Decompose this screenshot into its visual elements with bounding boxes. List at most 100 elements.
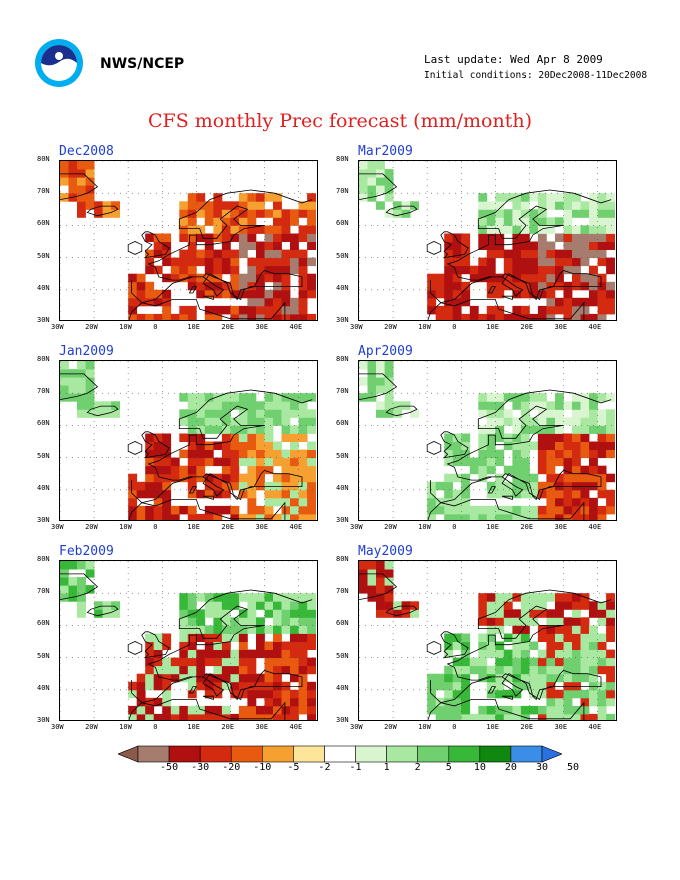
precip-cell — [444, 513, 454, 520]
precip-cell — [444, 281, 454, 291]
precip-cell — [367, 561, 377, 570]
colorbar-tick-label: 2 — [414, 762, 421, 773]
precip-cell — [495, 673, 505, 683]
agency-name: NWS/NCEP — [100, 56, 185, 72]
precip-cell — [290, 481, 299, 491]
precip-cell — [153, 513, 163, 520]
precip-cell — [486, 417, 496, 426]
precip-cell — [153, 465, 163, 475]
precip-cell — [256, 193, 265, 202]
precip-cell — [367, 161, 377, 170]
precip-cell — [606, 265, 615, 275]
precip-cell — [187, 673, 197, 683]
precip-cell — [520, 289, 530, 299]
precip-cell — [179, 505, 189, 515]
precip-cell — [520, 601, 530, 610]
precip-cell — [136, 481, 146, 491]
precip-cell — [179, 713, 189, 720]
precip-cell — [572, 633, 581, 642]
precip-cell — [606, 305, 615, 315]
precip-cell — [512, 289, 522, 299]
precip-cell — [503, 705, 513, 715]
precip-cell — [461, 713, 471, 720]
longitude-label: 30W — [51, 723, 64, 731]
precip-cell — [230, 473, 240, 483]
precip-cell — [162, 641, 172, 650]
precip-cell — [273, 713, 282, 720]
precip-cell — [136, 313, 146, 320]
precip-cell — [486, 705, 496, 715]
precip-cell — [529, 609, 539, 618]
precip-cell — [563, 449, 573, 459]
precip-cell — [307, 241, 316, 250]
precip-cell — [179, 225, 189, 234]
precip-cell — [486, 441, 496, 450]
precip-cell — [179, 673, 189, 683]
precip-cell — [537, 393, 547, 402]
precip-cell — [290, 497, 299, 507]
precip-cell — [230, 313, 240, 320]
precip-cell — [238, 425, 248, 434]
precip-cell — [298, 257, 308, 267]
precip-cell — [606, 697, 615, 707]
precip-cell — [486, 241, 496, 250]
precip-cell — [213, 289, 223, 299]
precip-cell — [307, 465, 316, 475]
coastline — [487, 286, 496, 294]
precip-cell — [512, 465, 522, 475]
precip-cell — [520, 641, 530, 650]
precip-cell — [230, 601, 240, 610]
precip-cell — [128, 281, 138, 291]
precip-cell — [495, 417, 505, 426]
precip-cell — [555, 193, 564, 202]
precip-cell — [204, 249, 214, 259]
precip-cell — [196, 225, 206, 234]
precip-cell — [298, 513, 308, 520]
precip-cell — [264, 481, 274, 491]
precip-cell — [213, 457, 223, 467]
precip-cell — [529, 681, 539, 691]
precip-cell — [264, 249, 274, 259]
colorbar-swatch — [137, 745, 170, 763]
precip-cell — [60, 361, 69, 370]
precip-cell — [393, 609, 402, 618]
precip-cell — [153, 241, 163, 250]
coastline — [127, 241, 143, 255]
precip-cell — [563, 217, 573, 226]
precip-cell — [401, 601, 411, 610]
precip-cell — [486, 249, 496, 259]
precip-cell — [529, 481, 539, 491]
precip-cell — [520, 505, 530, 515]
precip-cell — [546, 497, 556, 507]
coastline — [60, 173, 99, 200]
precip-cell — [478, 257, 488, 267]
precip-cell — [478, 449, 488, 459]
precip-cell — [572, 449, 581, 459]
precip-cell — [486, 265, 496, 275]
precip-cell — [298, 425, 308, 434]
precip-cell — [281, 625, 291, 634]
precip-cell — [376, 577, 385, 586]
precip-cell — [546, 193, 556, 202]
precip-cell — [520, 441, 530, 450]
precip-cell — [196, 609, 206, 618]
precip-cell — [238, 433, 248, 442]
coastline — [501, 495, 513, 501]
forecast-map — [358, 360, 617, 521]
precip-cell — [162, 313, 172, 320]
precip-cell — [495, 489, 505, 499]
precip-cell — [461, 513, 471, 520]
precip-cell — [563, 465, 573, 475]
precip-cell — [452, 241, 462, 250]
precip-cell — [238, 417, 248, 426]
precip-cell — [281, 425, 291, 434]
precip-cell — [204, 289, 214, 299]
precip-cell — [384, 561, 394, 570]
precip-cell — [478, 441, 488, 450]
precip-cell — [512, 217, 522, 226]
coastline — [202, 695, 214, 701]
precip-cell — [546, 273, 556, 283]
precip-cell — [503, 609, 513, 618]
precip-cell — [298, 209, 308, 218]
precip-cell — [145, 681, 155, 691]
